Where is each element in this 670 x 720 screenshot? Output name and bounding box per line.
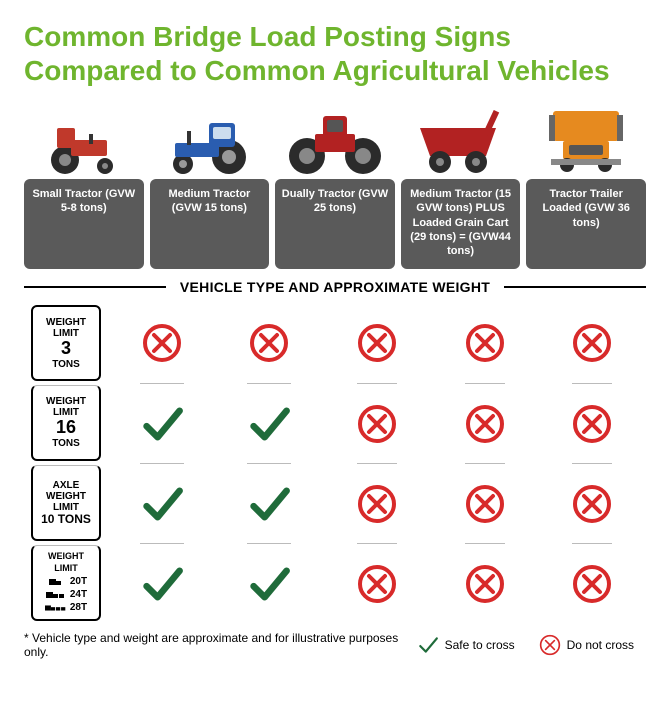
sign-axle-10: AXLE WEIGHT LIMIT 10 TONS (31, 465, 101, 541)
vehicle-label: Medium Tractor (GVW 15 tons) (154, 187, 266, 216)
vehicle-col-dually-tractor: Dually Tractor (GVW 25 tons) (275, 105, 395, 269)
cell-safe (247, 383, 291, 463)
vehicle-col-medium-tractor: Medium Tractor (GVW 15 tons) (150, 105, 270, 269)
cell-safe (140, 463, 184, 543)
footnote-text: * Vehicle type and weight are approximat… (24, 631, 405, 659)
vehicle-header-row: Small Tractor (GVW 5-8 tons) Medium Trac… (24, 105, 646, 269)
cell-safe (140, 543, 184, 623)
vehicle-illustration-medium-tractor (150, 105, 270, 175)
cell-nocross (465, 303, 505, 383)
vehicle-col-tractor-trailer: Tractor Trailer Loaded (GVW 36 tons) (526, 105, 646, 269)
vehicle-col-medium-plus-cart: Medium Tractor (15 GVW tons) PLUS Loaded… (401, 105, 521, 269)
vehicle-label-box: Dually Tractor (GVW 25 tons) (275, 179, 395, 269)
sign-text: LIMIT (53, 502, 79, 513)
sign-text: WEIGHT (46, 491, 86, 502)
sign-truck-row: 28T (37, 602, 95, 613)
sign-text: AXLE (53, 480, 80, 491)
infographic-root: Common Bridge Load Posting Signs Compare… (0, 0, 670, 669)
legend-no-cross: Do not cross (539, 634, 634, 656)
cell-nocross (465, 543, 505, 623)
cell-nocross (357, 383, 397, 463)
cell-nocross (357, 543, 397, 623)
legend-row: * Vehicle type and weight are approximat… (24, 631, 646, 659)
vehicle-illustration-small-tractor (24, 105, 144, 175)
sign-value: 16 (56, 418, 76, 438)
vehicle-label: Tractor Trailer Loaded (GVW 36 tons) (530, 187, 642, 230)
sign-value: 3 (61, 339, 71, 359)
cell-nocross (357, 463, 397, 543)
vehicle-label-box: Small Tractor (GVW 5-8 tons) (24, 179, 144, 269)
vehicle-illustration-tractor-trailer (526, 105, 646, 175)
vehicle-label-box: Medium Tractor (GVW 15 tons) (150, 179, 270, 269)
vehicle-label-box: Tractor Trailer Loaded (GVW 36 tons) (526, 179, 646, 269)
sign-truck-row: 24T (37, 589, 95, 600)
vehicle-label: Dually Tractor (GVW 25 tons) (279, 187, 391, 216)
sign-weight-16: WEIGHT LIMIT 16 TONS (31, 385, 101, 461)
comparison-grid: WEIGHT LIMIT 3 TONS WEIGHT LIMIT 16 TONS… (24, 303, 646, 623)
sign-multi: WEIGHT LIMIT 20T 24T 28T (31, 545, 101, 621)
cell-safe (247, 463, 291, 543)
check-icon (417, 634, 439, 656)
page-title: Common Bridge Load Posting Signs Compare… (24, 20, 646, 87)
cell-nocross (357, 303, 397, 383)
cell-nocross (572, 543, 612, 623)
sign-text: TONS (52, 359, 80, 370)
sign-text: WEIGHT (46, 396, 86, 407)
sign-text: WEIGHT (48, 552, 84, 562)
vehicle-illustration-dually-tractor (275, 105, 395, 175)
section-label: VEHICLE TYPE AND APPROXIMATE WEIGHT (166, 279, 504, 295)
sign-weight-3: WEIGHT LIMIT 3 TONS (31, 305, 101, 381)
divider-line (24, 286, 166, 288)
cell-nocross (572, 383, 612, 463)
cell-nocross (249, 303, 289, 383)
vehicle-illustration-medium-plus-cart (401, 105, 521, 175)
cell-nocross (465, 463, 505, 543)
cell-nocross (572, 463, 612, 543)
cell-nocross (572, 303, 612, 383)
sign-truck-row: 20T (37, 576, 95, 587)
cell-safe (140, 383, 184, 463)
sign-value: 10 TONS (41, 513, 91, 526)
vehicle-label: Small Tractor (GVW 5-8 tons) (28, 187, 140, 216)
sign-text: WEIGHT (46, 317, 86, 328)
legend-safe-label: Safe to cross (445, 638, 515, 652)
vehicle-col-small-tractor: Small Tractor (GVW 5-8 tons) (24, 105, 144, 269)
sign-text: TONS (52, 438, 80, 449)
x-icon (539, 634, 561, 656)
section-divider: VEHICLE TYPE AND APPROXIMATE WEIGHT (24, 279, 646, 295)
cell-nocross (465, 383, 505, 463)
legend-safe: Safe to cross (417, 634, 515, 656)
cell-safe (247, 543, 291, 623)
cell-nocross (142, 303, 182, 383)
legend-nocross-label: Do not cross (567, 638, 634, 652)
divider-line (504, 286, 646, 288)
vehicle-label-box: Medium Tractor (15 GVW tons) PLUS Loaded… (401, 179, 521, 269)
vehicle-label: Medium Tractor (15 GVW tons) PLUS Loaded… (405, 187, 517, 258)
sign-text: LIMIT (54, 564, 78, 574)
